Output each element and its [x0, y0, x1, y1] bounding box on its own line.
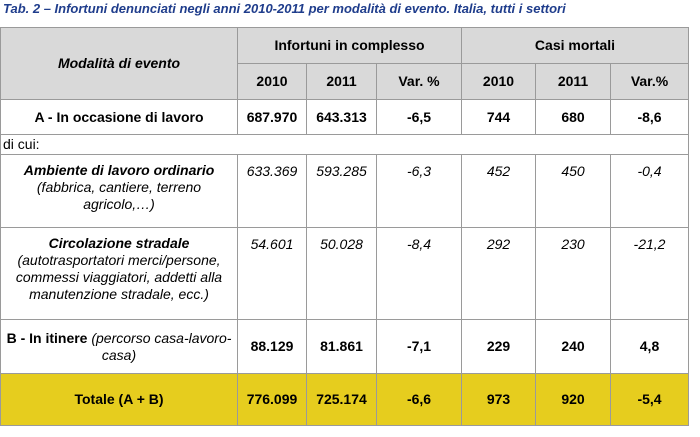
cell-mort-var: 4,8: [610, 319, 689, 374]
header-inf-2011: 2011: [306, 63, 377, 100]
cell-mort-2010: 229: [461, 319, 536, 374]
table-row: Circolazione stradale (autotrasportatori…: [0, 227, 689, 320]
cell-mort-var: -21,2: [610, 227, 689, 320]
cell-inf-2011: 81.861: [306, 319, 377, 374]
cell-mort-2010: 973: [461, 373, 536, 426]
row-label: Ambiente di lavoro ordinario (fabbrica, …: [0, 154, 238, 228]
cell-inf-2010: 54.601: [237, 227, 307, 320]
cell-inf-var: -6,6: [376, 373, 462, 426]
cell-inf-2011: 50.028: [306, 227, 377, 320]
cell-mort-var: -0,4: [610, 154, 689, 228]
cell-mort-2010: 452: [461, 154, 536, 228]
header-mort-2010: 2010: [461, 63, 536, 100]
row-label-main: B - In itinere: [6, 329, 88, 346]
table-row: Ambiente di lavoro ordinario (fabbrica, …: [0, 154, 689, 228]
header-mort-2011: 2011: [535, 63, 611, 100]
cell-inf-2010: 88.129: [237, 319, 307, 374]
table-row-total: Totale (A + B) 776.099 725.174 -6,6 973 …: [0, 373, 689, 426]
table-title: Tab. 2 – Infortuni denunciati negli anni…: [3, 1, 566, 16]
cell-inf-var: -6,3: [376, 154, 462, 228]
row-label: Totale (A + B): [0, 373, 238, 426]
table-row: di cui:: [0, 134, 689, 155]
header-mort-var: Var.%: [610, 63, 689, 100]
header-inf-2010: 2010: [237, 63, 307, 100]
cell-mort-var: -5,4: [610, 373, 689, 426]
row-label-sub: (autotrasportatori merci/persone, commes…: [15, 252, 223, 302]
cell-mort-2011: 230: [535, 227, 611, 320]
header-modalita: Modalità di evento: [0, 27, 238, 100]
row-label-sub: (percorso casa-lavoro-casa): [91, 329, 232, 363]
di-cui-label: di cui:: [0, 134, 689, 155]
header-casi-mortali: Casi mortali: [461, 27, 689, 64]
cell-inf-2011: 593.285: [306, 154, 377, 228]
cell-inf-2011: 725.174: [306, 373, 377, 426]
row-label: Circolazione stradale (autotrasportatori…: [0, 227, 238, 320]
row-label-main: Circolazione stradale: [48, 235, 190, 251]
accidents-table: Modalità di evento Infortuni in compless…: [0, 27, 689, 426]
header-infortuni: Infortuni in complesso: [237, 27, 462, 64]
cell-inf-var: -8,4: [376, 227, 462, 320]
cell-mort-2011: 680: [535, 99, 611, 135]
row-label: B - In itinere (percorso casa-lavoro-cas…: [0, 319, 238, 374]
table-row: A - In occasione di lavoro 687.970 643.3…: [0, 99, 689, 135]
cell-inf-2010: 633.369: [237, 154, 307, 228]
cell-mort-2010: 744: [461, 99, 536, 135]
cell-mort-var: -8,6: [610, 99, 689, 135]
cell-inf-var: -7,1: [376, 319, 462, 374]
cell-inf-2011: 643.313: [306, 99, 377, 135]
cell-mort-2011: 240: [535, 319, 611, 374]
cell-mort-2010: 292: [461, 227, 536, 320]
cell-inf-2010: 776.099: [237, 373, 307, 426]
cell-mort-2011: 450: [535, 154, 611, 228]
row-label-sub: (fabbrica, cantiere, terreno agricolo,…): [36, 179, 202, 212]
row-label-main: Ambiente di lavoro ordinario: [23, 162, 215, 178]
header-inf-var: Var. %: [376, 63, 462, 100]
cell-inf-var: -6,5: [376, 99, 462, 135]
cell-inf-2010: 687.970: [237, 99, 307, 135]
cell-mort-2011: 920: [535, 373, 611, 426]
row-label: A - In occasione di lavoro: [0, 99, 238, 135]
table-row: B - In itinere (percorso casa-lavoro-cas…: [0, 319, 689, 374]
